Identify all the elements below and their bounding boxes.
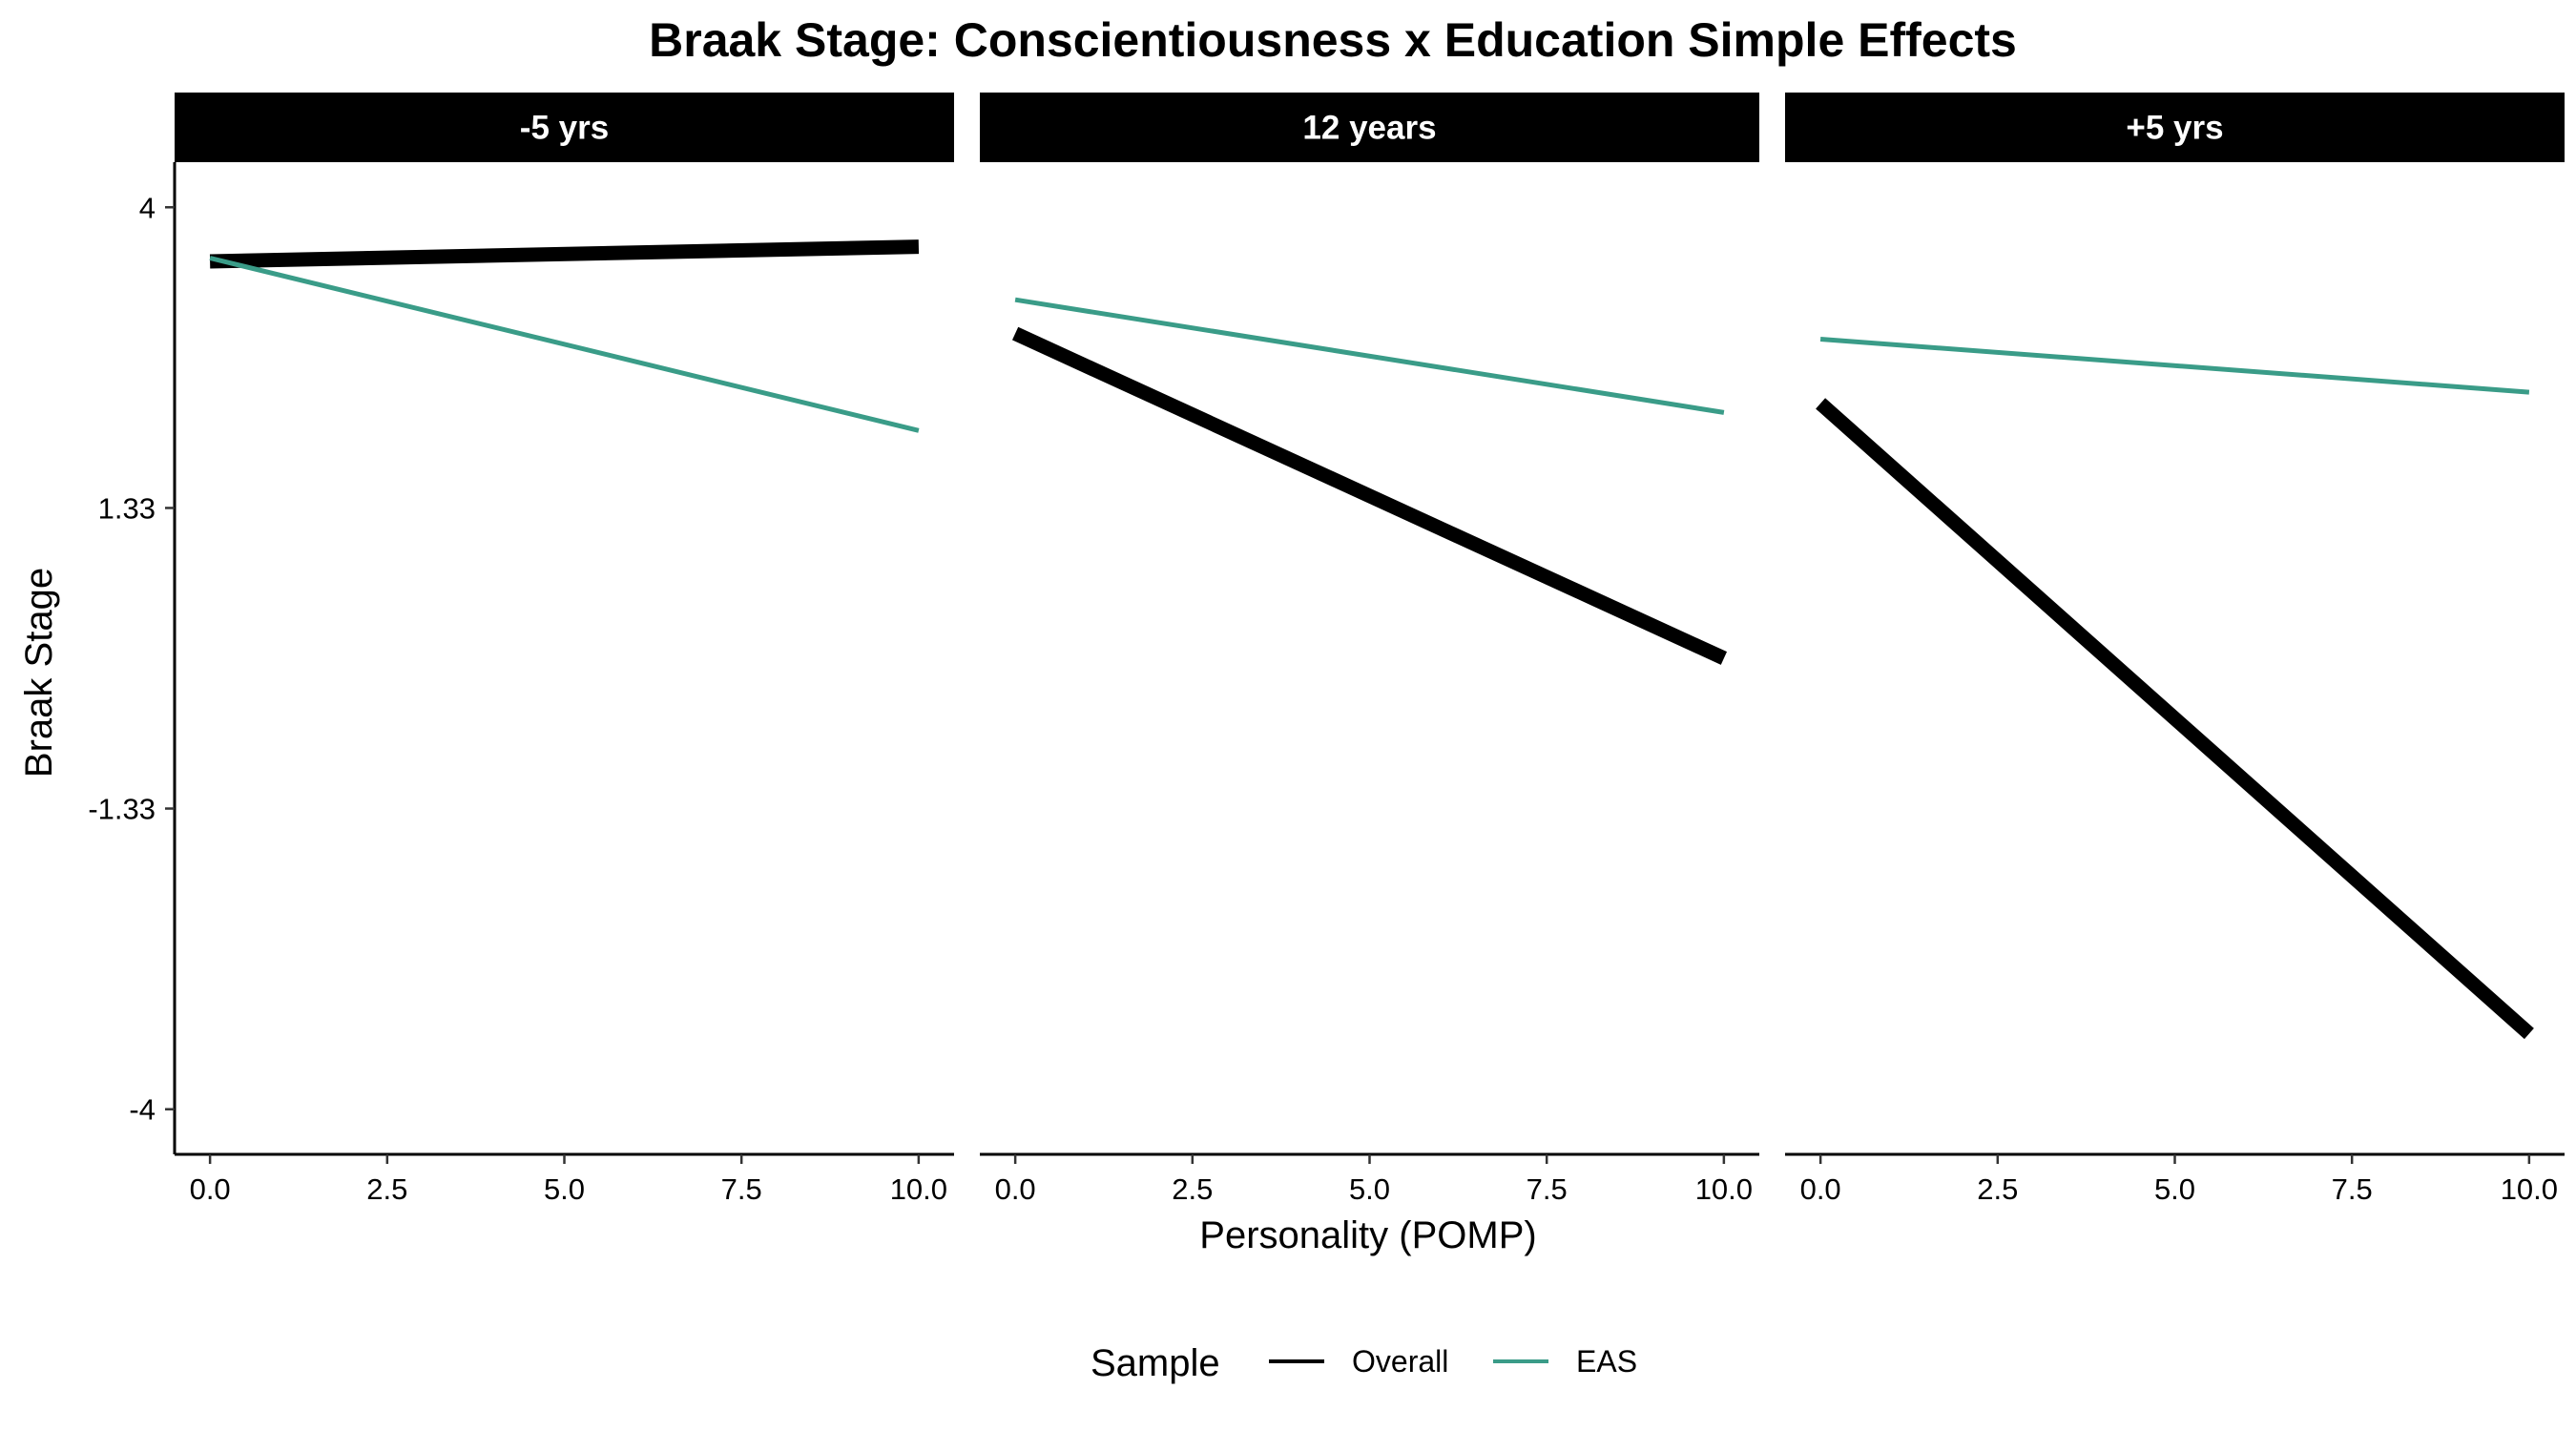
chart-title: Braak Stage: Conscientiousness x Educati… bbox=[649, 13, 2017, 67]
x-tick-label: 0.0 bbox=[1800, 1172, 1841, 1206]
x-tick-label: 10.0 bbox=[1695, 1172, 1753, 1206]
x-tick-label: 10.0 bbox=[2501, 1172, 2558, 1206]
y-tick-label: 1.33 bbox=[98, 491, 156, 525]
y-tick-label: -4 bbox=[129, 1093, 156, 1127]
x-tick-label: 7.5 bbox=[721, 1172, 762, 1206]
y-axis-title: Braak Stage bbox=[18, 568, 60, 778]
legend-entries: Overall EAS bbox=[1269, 1344, 1637, 1379]
y-tick-label: -1.33 bbox=[88, 793, 156, 826]
legend: Sample Overall EAS bbox=[1091, 1342, 1637, 1384]
legend-label: Overall bbox=[1352, 1344, 1448, 1379]
series-line-overall bbox=[1011, 326, 1728, 665]
y-tick-label: 4 bbox=[139, 191, 156, 224]
x-tick-label: 0.0 bbox=[995, 1172, 1036, 1206]
series-line-overall bbox=[209, 239, 920, 269]
series-line-eas bbox=[1819, 337, 2530, 395]
x-tick-label: 5.0 bbox=[2154, 1172, 2195, 1206]
x-tick-label: 2.5 bbox=[1172, 1172, 1213, 1206]
x-tick-label: 10.0 bbox=[890, 1172, 947, 1206]
panel-5-yrs: +5 yrs 0.0 2.5 5.0 7.5 10.0 bbox=[1785, 93, 2565, 1206]
series-line-eas bbox=[1014, 297, 1725, 415]
panel-5-yrs: -5 yrs 0.0 2.5 5.0 7.5 10.0 4 1.33 -1.33 -4 bbox=[88, 93, 954, 1206]
strip-label: 12 years bbox=[1302, 110, 1436, 147]
x-tick-label: 0.0 bbox=[190, 1172, 231, 1206]
x-tick-label: 5.0 bbox=[1349, 1172, 1390, 1206]
strip-header bbox=[175, 93, 954, 162]
strip-label: +5 yrs bbox=[2126, 110, 2223, 147]
series-line-overall bbox=[1816, 398, 2534, 1040]
strip-header bbox=[980, 93, 1759, 162]
x-tick-label: 7.5 bbox=[1527, 1172, 1568, 1206]
x-tick-label: 2.5 bbox=[366, 1172, 407, 1206]
x-tick-label: 5.0 bbox=[544, 1172, 585, 1206]
legend-title: Sample bbox=[1091, 1342, 1220, 1384]
x-axis-title: Personality (POMP) bbox=[1199, 1214, 1536, 1256]
panels: -5 yrs 0.0 2.5 5.0 7.5 10.0 4 1.33 -1.33 -4 12 yea… bbox=[88, 93, 2565, 1206]
strip-label: -5 yrs bbox=[520, 110, 609, 147]
x-tick-label: 7.5 bbox=[2332, 1172, 2373, 1206]
legend-label: EAS bbox=[1576, 1344, 1637, 1379]
x-tick-label: 2.5 bbox=[1977, 1172, 2018, 1206]
panel-12-years: 12 years 0.0 2.5 5.0 7.5 10.0 bbox=[980, 93, 1759, 1206]
legend-item-overall: Overall bbox=[1269, 1344, 1448, 1379]
legend-item-eas: EAS bbox=[1493, 1344, 1637, 1379]
series-line-eas bbox=[209, 256, 920, 433]
strip-header bbox=[1785, 93, 2565, 162]
